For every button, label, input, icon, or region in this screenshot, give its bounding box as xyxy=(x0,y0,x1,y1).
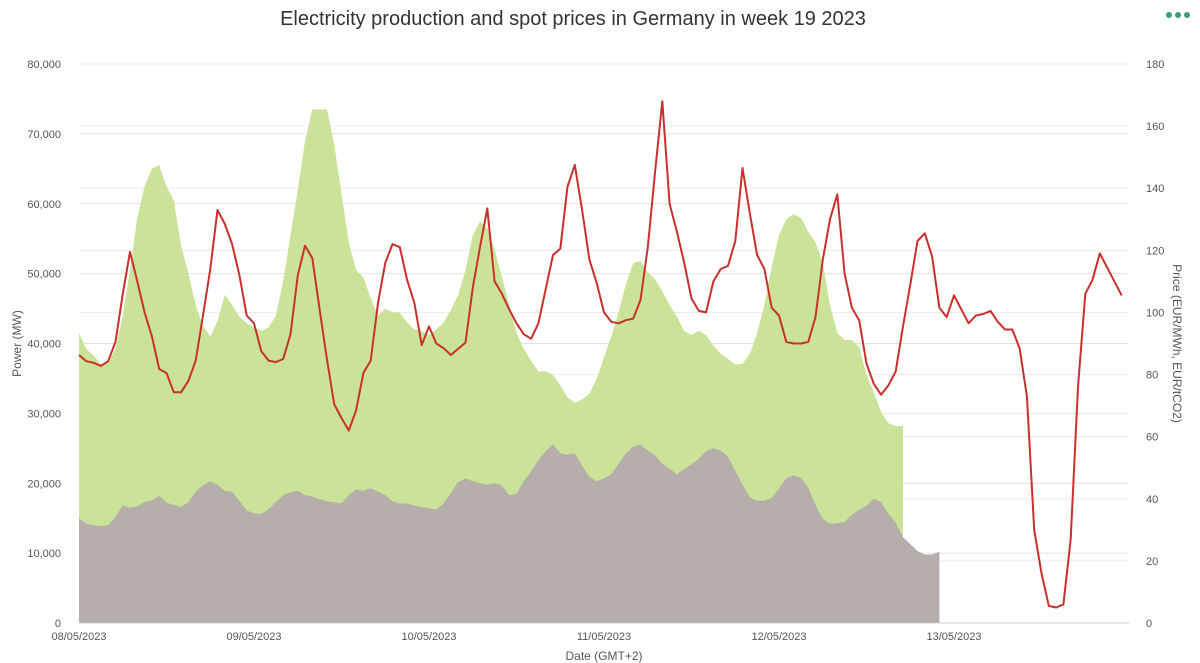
y-right-tick-label: 80 xyxy=(1146,370,1158,382)
y-right-tick-label: 180 xyxy=(1146,59,1164,71)
x-axis-title: Date (GMT+2) xyxy=(565,649,642,663)
x-tick-label: 11/05/2023 xyxy=(577,631,631,643)
y-left-tick-label: 80,000 xyxy=(27,59,61,71)
y-left-tick-label: 60,000 xyxy=(27,199,61,211)
y-left-tick-label: 70,000 xyxy=(27,129,61,141)
y-right-tick-label: 40 xyxy=(1146,494,1158,506)
y-left-axis-title: Power (MW) xyxy=(10,310,24,377)
y-right-tick-label: 120 xyxy=(1146,245,1164,257)
x-tick-label: 09/05/2023 xyxy=(226,631,281,643)
y-right-tick-label: 20 xyxy=(1146,556,1158,568)
y-left-tick-label: 40,000 xyxy=(27,339,61,351)
y-left-tick-label: 0 xyxy=(55,618,61,630)
y-left-tick-label: 30,000 xyxy=(27,408,61,420)
y-right-tick-label: 100 xyxy=(1146,307,1164,319)
three-dots-icon[interactable] xyxy=(1166,12,1190,18)
y-left-tick-label: 50,000 xyxy=(27,269,61,281)
x-tick-label: 08/05/2023 xyxy=(51,631,106,643)
chart-title: Electricity production and spot prices i… xyxy=(280,8,866,30)
y-left-tick-label: 10,000 xyxy=(27,548,61,560)
y-right-tick-label: 0 xyxy=(1146,618,1152,630)
price-line-series xyxy=(78,100,1123,609)
y-left-tick-label: 20,000 xyxy=(27,478,61,490)
x-tick-label: 10/05/2023 xyxy=(401,631,456,643)
x-tick-label: 13/05/2023 xyxy=(926,631,981,643)
y-right-tick-label: 140 xyxy=(1146,183,1164,195)
y-right-tick-label: 60 xyxy=(1146,432,1158,444)
y-right-axis-title: Price (EUR/MWh, EUR/tCO2) xyxy=(1170,264,1184,423)
area-series-1 xyxy=(79,444,940,623)
y-right-tick-label: 160 xyxy=(1146,121,1164,133)
x-tick-label: 12/05/2023 xyxy=(751,631,806,643)
